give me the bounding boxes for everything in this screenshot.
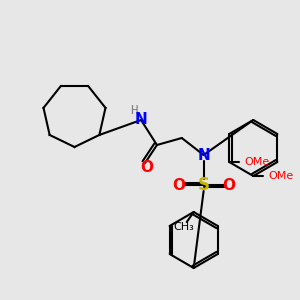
Text: S: S <box>198 176 210 194</box>
Text: O: O <box>222 178 235 193</box>
Text: N: N <box>135 112 147 128</box>
Text: OMe: OMe <box>268 171 293 181</box>
Text: N: N <box>197 148 210 163</box>
Text: O: O <box>172 178 185 193</box>
Text: H: H <box>130 103 138 116</box>
Text: CH₃: CH₃ <box>173 222 194 232</box>
Text: O: O <box>140 160 154 175</box>
Text: OMe: OMe <box>244 157 269 167</box>
